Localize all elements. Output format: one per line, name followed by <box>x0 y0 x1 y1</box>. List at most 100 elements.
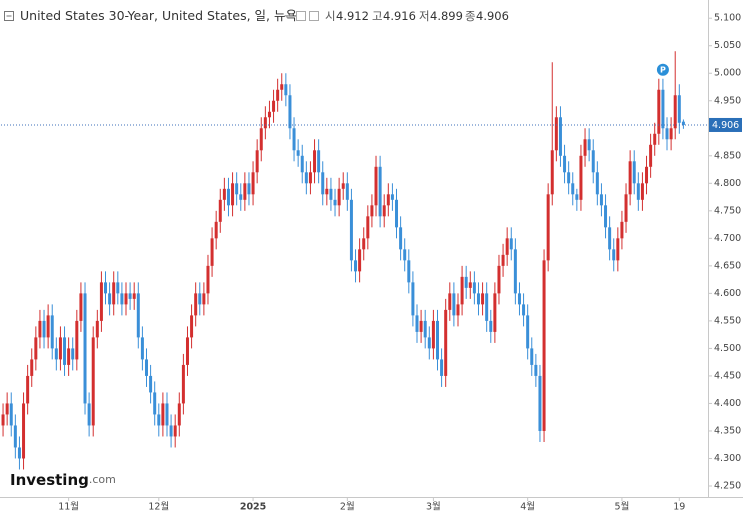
candle-body <box>22 403 26 459</box>
last-price-tag <box>709 117 742 132</box>
candle-body <box>95 320 99 338</box>
candle-body <box>604 205 608 228</box>
candle-body <box>649 144 653 167</box>
candle-body <box>83 293 87 404</box>
candle-body <box>591 150 595 173</box>
y-tick-label: 4.600 <box>714 288 741 299</box>
candle-body <box>374 166 378 206</box>
candle-body <box>108 293 112 305</box>
candle-body <box>300 155 304 173</box>
candle-body <box>435 320 439 360</box>
candle-body <box>99 282 103 321</box>
close-label: 종 <box>465 9 476 23</box>
low-label: 저 <box>419 9 430 23</box>
high-value: 4.916 <box>383 9 416 23</box>
candle-body <box>288 95 292 129</box>
candle-body <box>616 238 620 261</box>
candle-body <box>313 150 317 173</box>
low-value: 4.899 <box>430 9 463 23</box>
candle-body <box>587 139 591 151</box>
settings-icon[interactable] <box>296 11 306 21</box>
x-tick-label: 4월 <box>520 501 535 513</box>
candle-body <box>91 337 95 426</box>
candle-body <box>563 155 567 173</box>
candle-body <box>190 315 194 338</box>
candle-body <box>71 348 75 360</box>
y-tick-label: 5.050 <box>714 40 741 51</box>
candle-body <box>419 320 423 332</box>
candle-body <box>636 183 640 200</box>
candle-body <box>349 199 353 261</box>
logo-suffix: .com <box>89 473 116 486</box>
candle-body <box>259 128 263 151</box>
candle-body <box>222 188 226 200</box>
open-label: 시 <box>325 9 336 23</box>
candle-body <box>489 320 493 332</box>
last-price-label: 4.906 <box>712 120 739 131</box>
logo-main: Investing <box>10 471 89 489</box>
candle-body <box>620 221 624 239</box>
candle-body <box>226 188 230 206</box>
candle-body <box>198 293 202 305</box>
candle-body <box>415 315 419 332</box>
candle-body <box>362 238 366 250</box>
candle-body <box>509 238 513 250</box>
candle-body <box>153 392 157 415</box>
candle-body <box>202 293 206 305</box>
y-tick-label: 4.250 <box>714 480 741 491</box>
candle-body <box>140 337 144 360</box>
candle-body <box>608 227 612 250</box>
x-tick-label: 12월 <box>148 501 169 513</box>
candle-body <box>272 100 276 112</box>
candle-body <box>263 117 267 129</box>
x-tick-label: 2월 <box>340 501 355 513</box>
y-tick-label: 4.850 <box>714 150 741 161</box>
candle-body <box>370 205 374 217</box>
candle-body <box>407 260 411 283</box>
candle-body <box>386 194 390 206</box>
close-value: 4.906 <box>476 9 509 23</box>
candle-body <box>628 161 632 195</box>
candle-body <box>354 260 358 272</box>
candle-body <box>206 265 210 294</box>
dropdown-arrow[interactable] <box>284 15 290 18</box>
header: United States 30-Year, United States, 일,… <box>4 8 509 23</box>
candle-body <box>337 188 341 206</box>
candle-body <box>378 166 382 217</box>
candle-body <box>423 320 427 338</box>
candle-body <box>38 320 42 338</box>
candle-body <box>149 375 153 393</box>
candle-body <box>329 188 333 200</box>
close-icon[interactable] <box>309 11 319 21</box>
candle-body <box>677 95 681 123</box>
candle-body <box>567 172 571 184</box>
candle-body <box>67 348 71 365</box>
candle-body <box>54 348 58 360</box>
candle-body <box>390 194 394 200</box>
candle-body <box>468 282 472 288</box>
candle-body <box>452 293 456 316</box>
y-tick-label: 4.750 <box>714 205 741 216</box>
candle-body <box>595 172 599 195</box>
x-tick-label: 3월 <box>426 501 441 513</box>
candle-body <box>42 320 46 338</box>
candle-body <box>255 150 259 173</box>
candle-body <box>497 265 501 294</box>
candle-body <box>136 293 140 338</box>
candle-body <box>9 403 13 426</box>
y-tick-label: 5.000 <box>714 68 741 79</box>
y-tick-label: 4.650 <box>714 260 741 271</box>
y-tick-label: 5.100 <box>714 13 741 24</box>
candle-body <box>358 249 362 272</box>
candle-body <box>460 276 464 305</box>
candle-body <box>472 282 476 294</box>
annotation-label: P <box>660 66 666 75</box>
candle-body <box>112 282 116 305</box>
candle-body <box>632 161 636 184</box>
chart-title: United States 30-Year, United States, 일,… <box>20 8 297 23</box>
candle-body <box>5 403 9 415</box>
candle-body <box>493 293 497 332</box>
candle-body <box>317 150 321 173</box>
